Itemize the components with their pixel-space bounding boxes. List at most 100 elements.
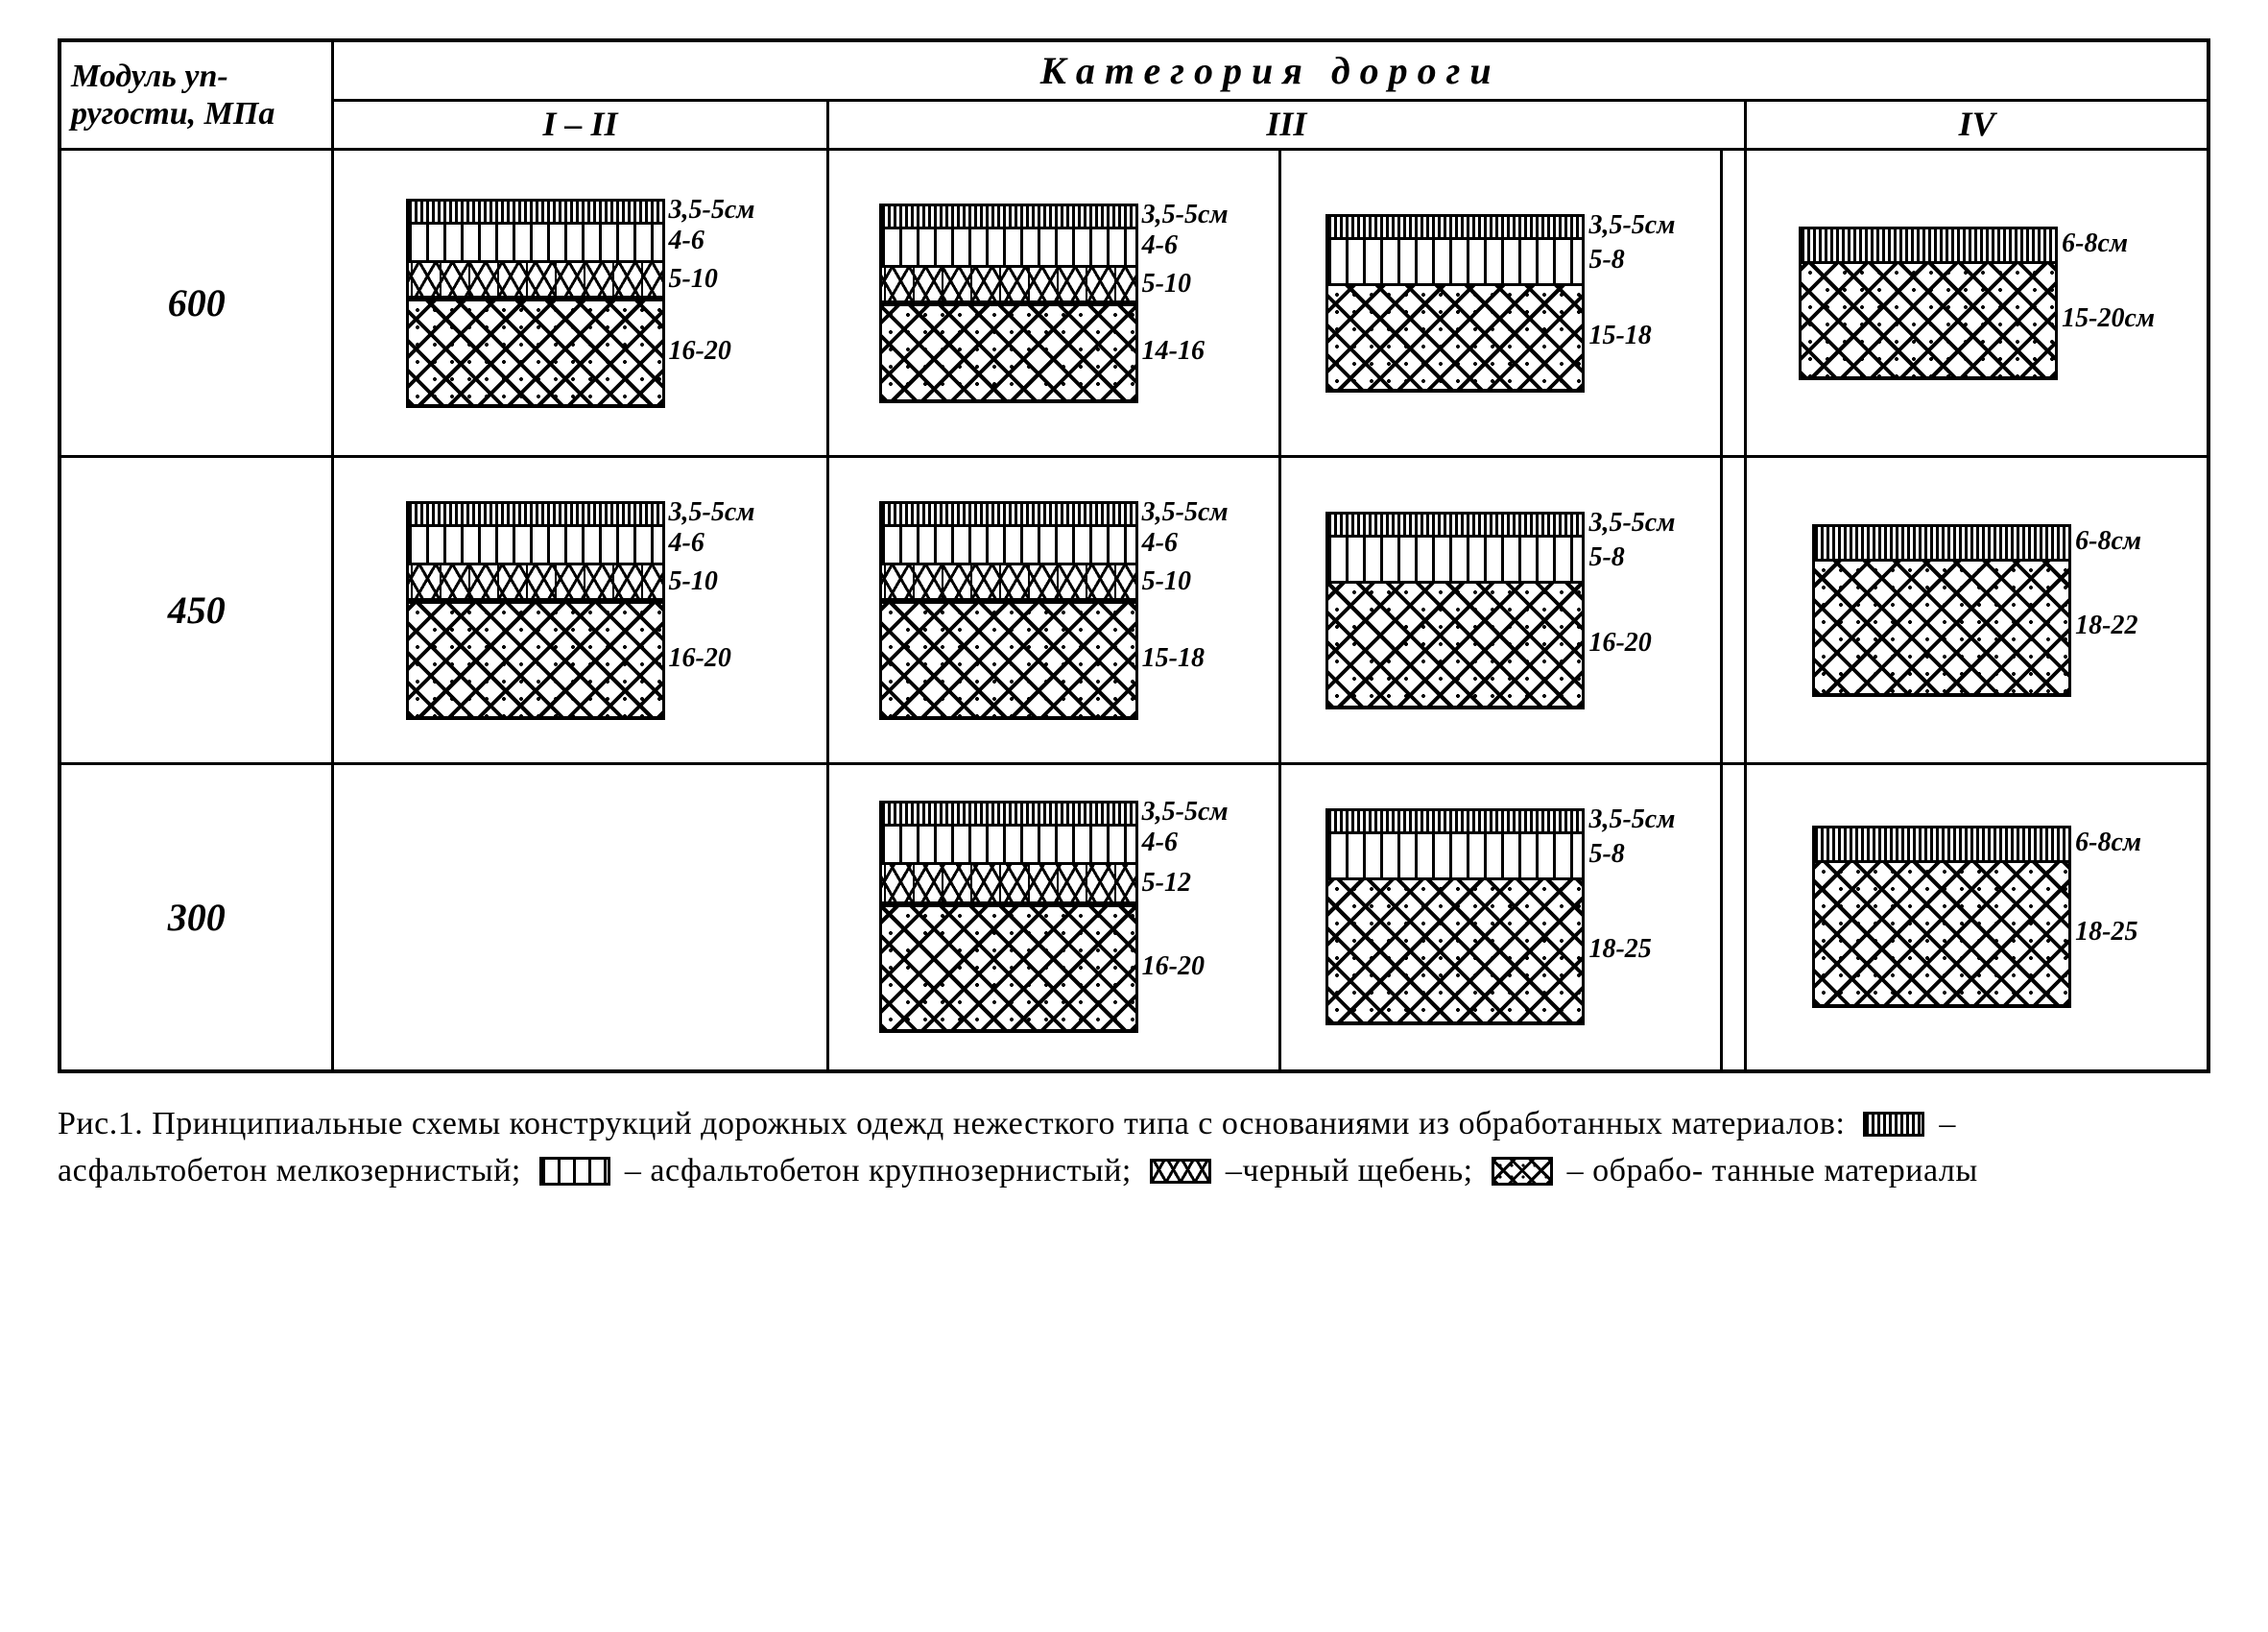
layer-thickness-label: 5-10 (669, 260, 755, 299)
diagram-cell: 3,5-5см4-65-1016-20 (333, 457, 827, 764)
diagram-cell: 3,5-5см5-815-18 (1279, 150, 1721, 457)
diagram-cell: 3,5-5см5-816-20 (1279, 457, 1721, 764)
layer-treated (1812, 860, 2071, 1004)
layer-thickness-label: 3,5-5см (1588, 214, 1675, 237)
layer-diagram: 3,5-5см5-818-25 (1291, 808, 1710, 1025)
layer-thickness-label: 5-10 (1142, 265, 1229, 303)
layer-fine (879, 801, 1138, 824)
legend-swatch-triangle (1150, 1159, 1211, 1184)
layer-treated (879, 303, 1138, 399)
layer-thickness-label: 5-10 (1142, 563, 1229, 601)
diagram-cell (1722, 457, 1746, 764)
layer-stack (1325, 214, 1585, 393)
layer-thickness-label: 16-20 (1142, 904, 1229, 1029)
layer-diagram: 3,5-5см5-816-20 (1291, 512, 1710, 709)
layer-labels: 3,5-5см4-65-1216-20 (1142, 801, 1229, 1029)
legend-swatch-treated (1492, 1157, 1553, 1186)
legend-text-coarse: – асфальтобетон крупнозернистый; (625, 1153, 1132, 1188)
layer-thickness-label: 5-12 (1142, 862, 1229, 904)
layer-coarse (406, 524, 665, 563)
layer-stack (1325, 512, 1585, 709)
header-row-2: I – II III IV (60, 101, 2208, 150)
layer-fine (879, 204, 1138, 227)
layer-stack (1799, 227, 2058, 380)
layer-stack (1325, 808, 1585, 1025)
diagram-cell (1722, 150, 1746, 457)
layer-diagram: 3,5-5см4-65-1016-20 (344, 501, 816, 720)
layer-thickness-label: 16-20 (669, 299, 755, 404)
layer-diagram: 3,5-5см4-65-1216-20 (839, 801, 1269, 1033)
layer-thickness-label: 18-22 (2075, 559, 2141, 693)
layer-thickness-label: 3,5-5см (669, 199, 755, 222)
header-row-1: Модуль уп- ругости, МПа Категория дороги (60, 40, 2208, 101)
diagram-cell: 3,5-5см5-818-25 (1279, 764, 1721, 1071)
layer-diagram: 3,5-5см4-65-1014-16 (839, 204, 1269, 403)
layer-fine (879, 501, 1138, 524)
layer-stack (879, 801, 1138, 1033)
layer-diagram: 3,5-5см4-65-1016-20 (344, 199, 816, 408)
layer-coarse (1325, 535, 1585, 581)
layer-thickness-label: 6-8см (2075, 524, 2141, 559)
layer-thickness-label: 18-25 (1588, 877, 1675, 1021)
layer-thickness-label: 5-8 (1588, 831, 1675, 877)
legend-swatch-coarse (539, 1157, 610, 1186)
layer-thickness-label: 4-6 (1142, 824, 1229, 862)
layer-labels: 3,5-5см4-65-1015-18 (1142, 501, 1229, 716)
layer-thickness-label: 3,5-5см (1142, 801, 1229, 824)
table-row: 3003,5-5см4-65-1216-203,5-5см5-818-256-8… (60, 764, 2208, 1071)
header-cat-3: III (827, 101, 1746, 150)
layer-diagram: 3,5-5см5-815-18 (1291, 214, 1710, 393)
layer-stack (879, 501, 1138, 720)
layer-thickness-label: 15-18 (1142, 601, 1229, 716)
legend-swatch-fine (1863, 1112, 1924, 1137)
layer-labels: 3,5-5см5-816-20 (1588, 512, 1675, 706)
diagram-cell: 3,5-5см4-65-1016-20 (333, 150, 827, 457)
layer-thickness-label: 3,5-5см (1142, 204, 1229, 227)
layer-fine (1799, 227, 2058, 261)
layer-triangle (406, 563, 665, 601)
layer-labels: 3,5-5см5-818-25 (1588, 808, 1675, 1021)
layer-fine (406, 199, 665, 222)
layer-triangle (879, 265, 1138, 303)
layer-thickness-label: 4-6 (669, 524, 755, 563)
layer-stack (406, 501, 665, 720)
layer-treated (1325, 877, 1585, 1021)
layer-stack (406, 199, 665, 408)
layer-coarse (406, 222, 665, 260)
header-cat-4: IV (1746, 101, 2208, 150)
row-modulus-label: 600 (60, 150, 333, 457)
layer-fine (1812, 524, 2071, 559)
layer-labels: 6-8см18-22 (2075, 524, 2141, 693)
layer-treated (879, 904, 1138, 1029)
layer-thickness-label: 5-10 (669, 563, 755, 601)
layer-stack (1812, 524, 2071, 697)
layer-labels: 6-8см15-20см (2062, 227, 2155, 376)
header-modulus-text: Модуль уп- ругости, МПа (71, 59, 275, 132)
layer-coarse (879, 524, 1138, 563)
header-category-title: Категория дороги (333, 40, 2208, 101)
layer-treated (1799, 261, 2058, 376)
layer-treated (1812, 559, 2071, 693)
layer-coarse (879, 824, 1138, 862)
layer-thickness-label: 4-6 (1142, 524, 1229, 563)
layer-labels: 3,5-5см4-65-1014-16 (1142, 204, 1229, 399)
layer-treated (1325, 581, 1585, 706)
layer-treated (406, 299, 665, 404)
layer-triangle (406, 260, 665, 299)
layer-thickness-label: 6-8см (2075, 826, 2141, 860)
layer-triangle (879, 862, 1138, 904)
layer-stack (1812, 826, 2071, 1008)
layer-thickness-label: 3,5-5см (669, 501, 755, 524)
layer-thickness-label: 15-20см (2062, 261, 2155, 376)
layer-thickness-label: 16-20 (669, 601, 755, 716)
page-side-marker: ∞ (0, 192, 10, 215)
layer-diagram: 3,5-5см4-65-1015-18 (839, 501, 1269, 720)
layer-thickness-label: 5-8 (1588, 535, 1675, 581)
caption-lead: Рис.1. Принципиальные схемы конструкций … (58, 1106, 1845, 1141)
layer-thickness-label: 4-6 (1142, 227, 1229, 265)
layer-fine (1325, 808, 1585, 831)
layer-labels: 6-8см18-25 (2075, 826, 2141, 1004)
figure-caption: Рис.1. Принципиальные схемы конструкций … (58, 1100, 2073, 1195)
layer-thickness-label: 4-6 (669, 222, 755, 260)
layer-diagram: 6-8см15-20см (1756, 227, 2197, 380)
